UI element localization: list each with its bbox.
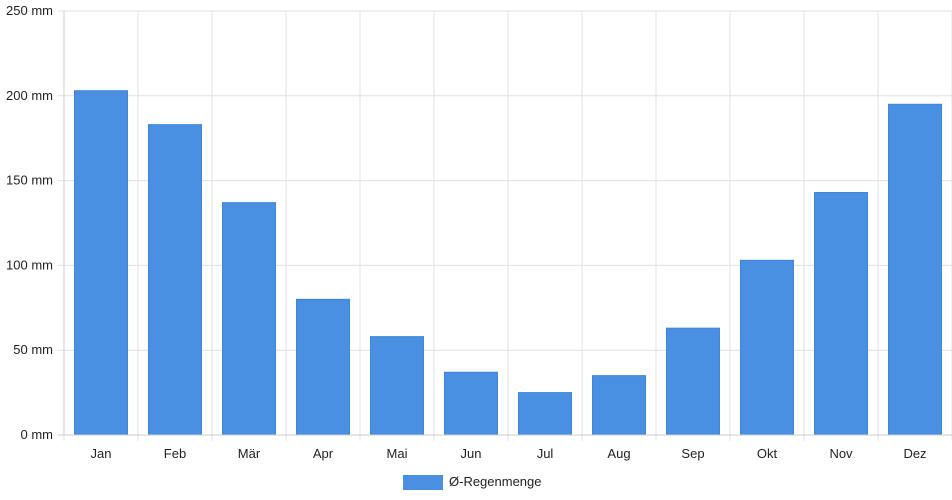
- x-tick-label: Okt: [757, 446, 778, 461]
- y-tick-label: 250 mm: [6, 3, 53, 18]
- axes: 0 mm 50 mm 100 mm 150 mm 200 mm 250 mm Jan Feb M…: [6, 3, 952, 461]
- bar-feb: [148, 124, 202, 436]
- bar-jul: [518, 392, 572, 436]
- bars: [74, 90, 942, 436]
- x-tick-label: Nov: [829, 446, 853, 461]
- bar-nov: [814, 191, 868, 436]
- y-tick-label: 0 mm: [21, 427, 54, 442]
- x-tick-label: Aug: [607, 446, 630, 461]
- bar-apr: [296, 298, 350, 436]
- y-tick-label: 50 mm: [13, 342, 53, 357]
- y-tick-label: 200 mm: [6, 88, 53, 103]
- bar-sep: [666, 327, 720, 436]
- x-tick-label: Mär: [238, 446, 261, 461]
- bar-aug: [592, 375, 646, 436]
- y-tick-label: 150 mm: [6, 173, 53, 188]
- bar-dez: [888, 103, 942, 436]
- legend: Ø-Regenmenge: [403, 474, 542, 490]
- bar-mär: [222, 202, 276, 436]
- legend-swatch: [403, 475, 443, 490]
- legend-label: Ø-Regenmenge: [449, 474, 542, 489]
- x-tick-label: Jan: [91, 446, 112, 461]
- x-tick-label: Feb: [164, 446, 186, 461]
- x-tick-label: Jul: [537, 446, 554, 461]
- x-tick-label: Apr: [313, 446, 334, 461]
- y-tick-label: 100 mm: [6, 257, 53, 272]
- bar-mai: [370, 336, 424, 436]
- x-tick-label: Sep: [681, 446, 704, 461]
- x-tick-label: Dez: [903, 446, 926, 461]
- x-tick-label: Mai: [387, 446, 408, 461]
- bar-jun: [444, 371, 498, 436]
- x-tick-label: Jun: [461, 446, 482, 461]
- bar-jan: [74, 90, 128, 436]
- bar-okt: [740, 259, 794, 436]
- grid: [58, 10, 952, 441]
